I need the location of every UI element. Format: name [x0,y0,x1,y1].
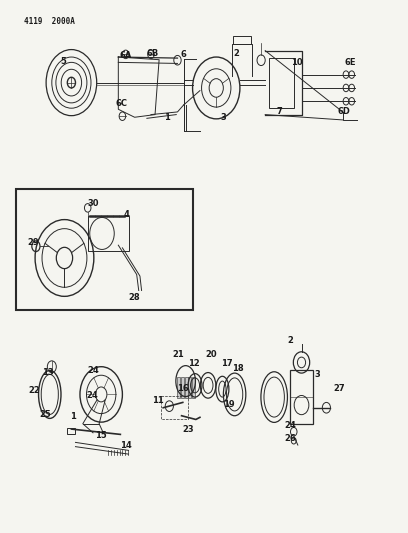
Bar [67,428,75,434]
Bar [16,189,193,310]
Text: 30: 30 [87,199,99,208]
Text: 4: 4 [124,210,129,219]
Text: 5: 5 [60,57,66,66]
Text: 2: 2 [288,336,293,344]
Bar [269,58,294,108]
Text: 1: 1 [164,113,170,122]
Text: 6C: 6C [115,99,128,108]
Text: 23: 23 [183,425,194,433]
Text: 24: 24 [285,421,296,430]
Text: 6D: 6D [337,108,350,116]
Text: 2: 2 [234,49,239,58]
Text: 1: 1 [70,413,75,421]
Text: 24: 24 [86,391,98,400]
Text: 22: 22 [29,386,40,394]
Bar [181,377,184,398]
Text: 19: 19 [224,400,235,408]
Text: 29: 29 [28,238,39,247]
Text: 18: 18 [232,365,243,373]
Text: 16: 16 [177,384,188,392]
Text: 6: 6 [181,51,186,59]
Text: 11: 11 [153,397,164,405]
Text: 6A: 6A [120,52,132,60]
Text: 13: 13 [42,368,54,376]
Bar [185,377,188,398]
Bar [177,377,180,398]
Text: 7: 7 [277,108,282,116]
Text: 3: 3 [221,113,226,122]
Text: 24: 24 [87,366,99,375]
Text: 25: 25 [40,410,51,419]
Text: 3: 3 [315,370,320,378]
Text: 26: 26 [285,434,296,442]
Text: 10: 10 [291,59,303,67]
Bar [192,377,195,398]
Text: 15: 15 [95,432,107,440]
Text: 20: 20 [206,350,217,359]
Bar [188,377,191,398]
Text: 28: 28 [129,293,140,302]
Text: 17: 17 [221,359,232,368]
Text: 27: 27 [334,384,345,392]
Text: 14: 14 [120,441,131,449]
Text: 21: 21 [173,350,184,359]
Bar [233,36,251,44]
Text: 4119  2000A: 4119 2000A [24,17,75,26]
Bar [290,370,313,424]
Text: 6B: 6B [147,49,159,58]
Text: 6E: 6E [344,59,356,67]
Bar [88,216,129,251]
Text: 12: 12 [188,359,200,368]
